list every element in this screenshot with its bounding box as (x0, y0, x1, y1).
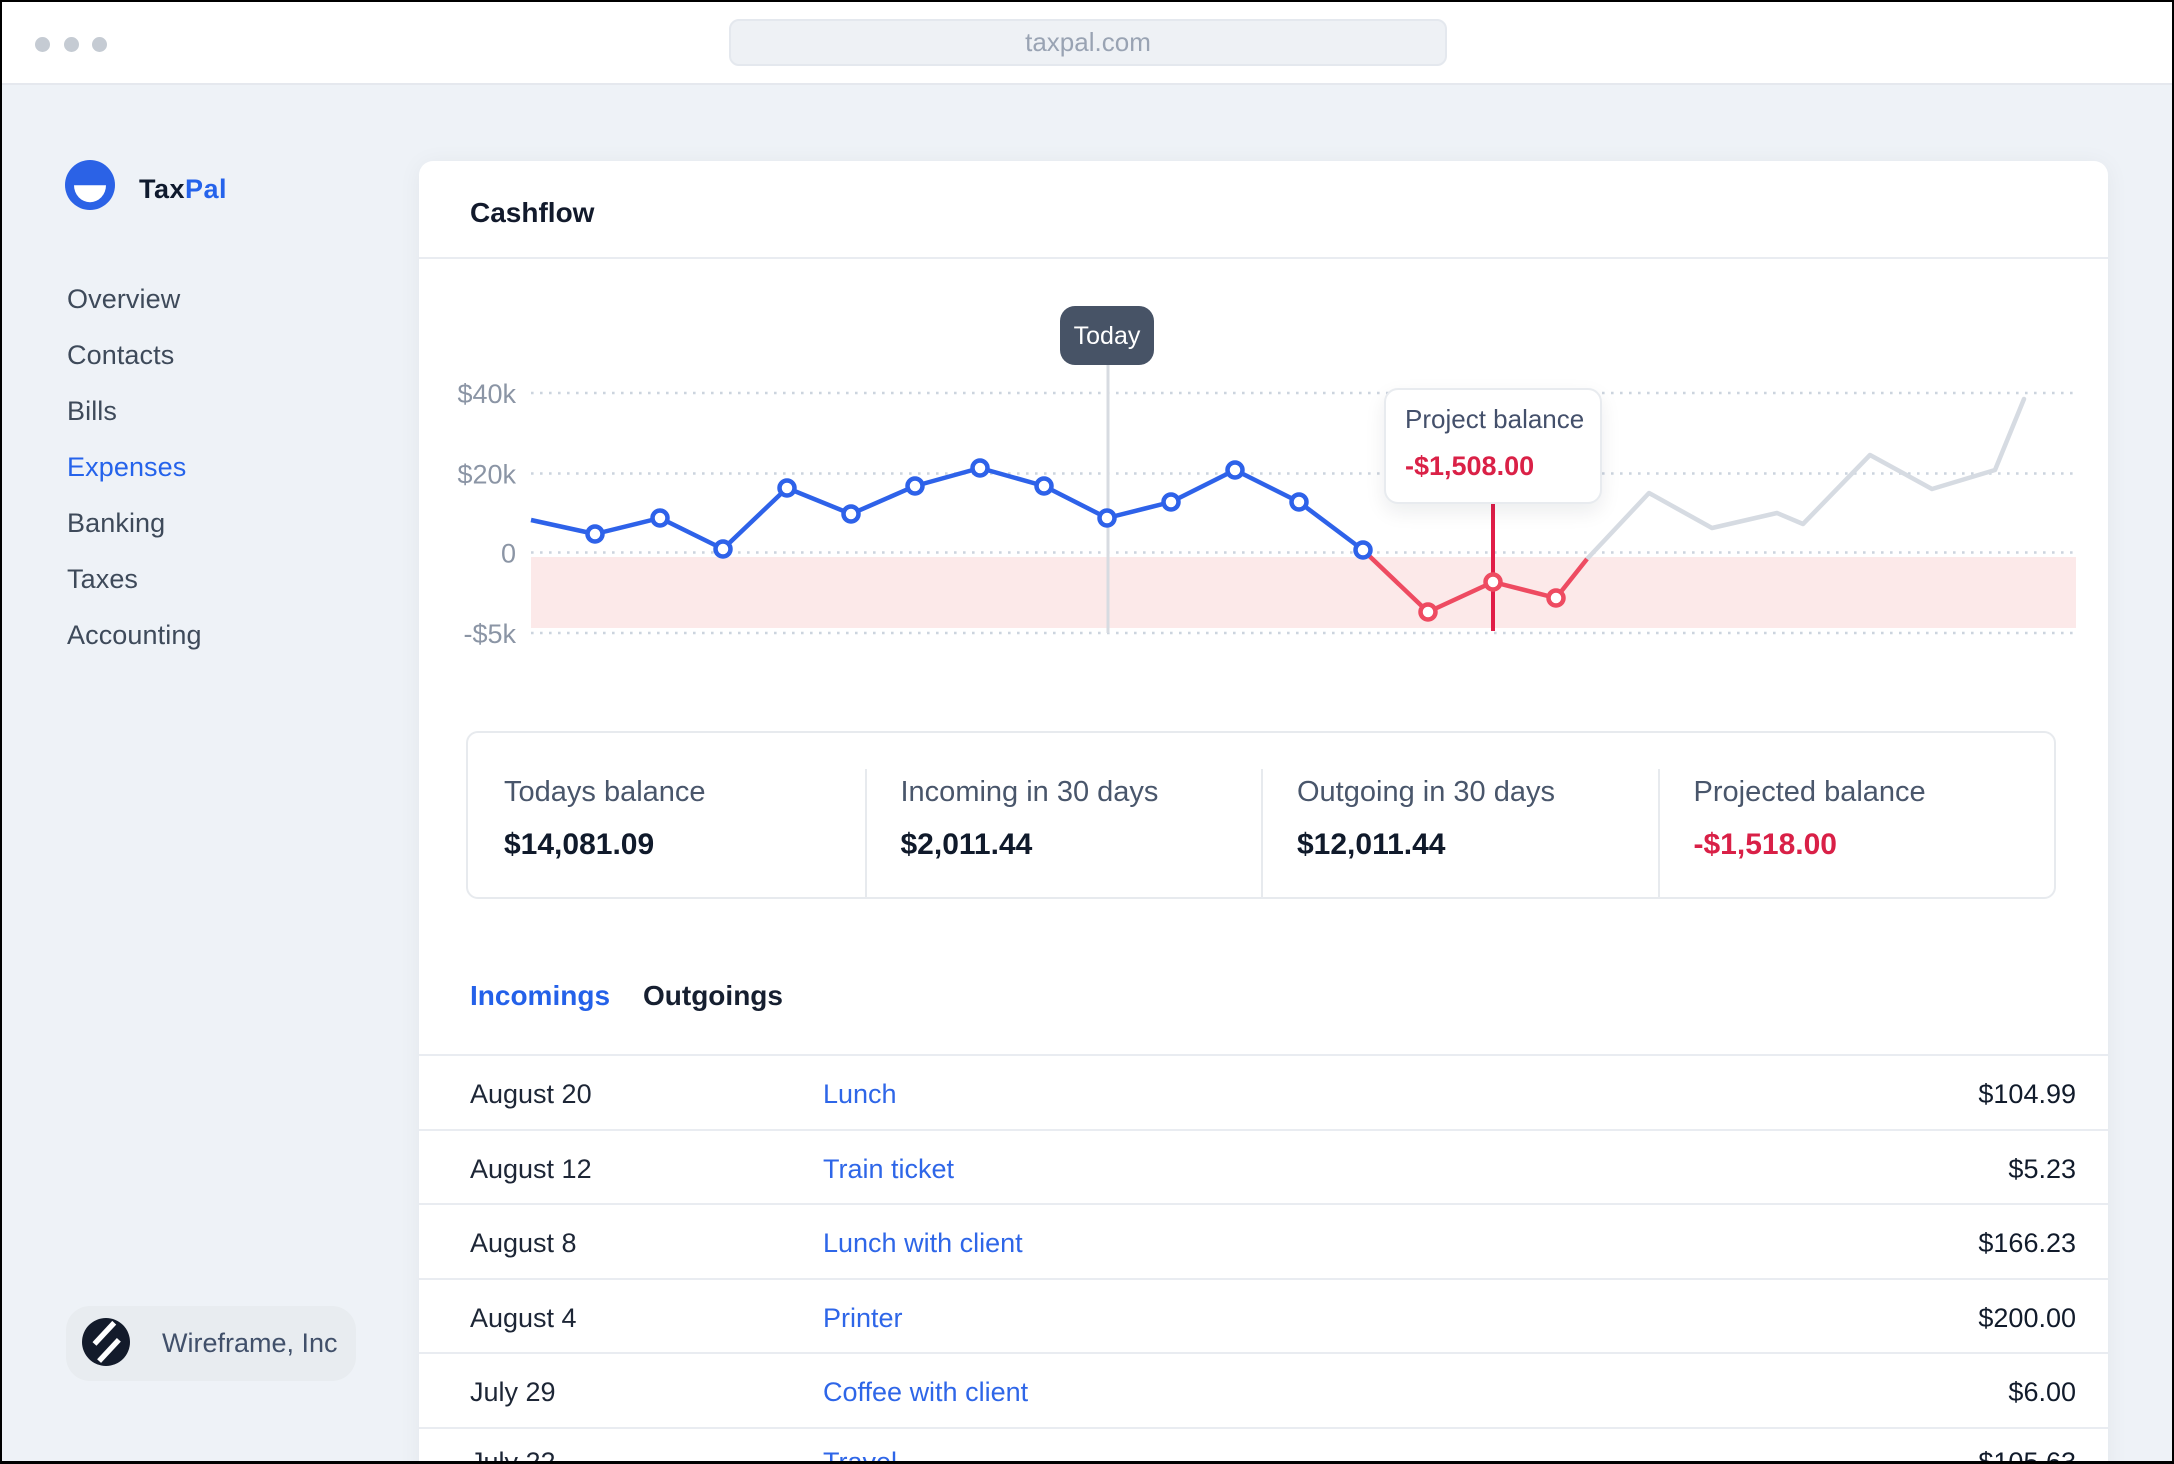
svg-text:$20k: $20k (457, 460, 516, 490)
svg-text:0: 0 (501, 539, 516, 569)
svg-text:Today: Today (1074, 322, 1141, 350)
svg-text:-$5k: -$5k (463, 619, 516, 649)
svg-text:$40k: $40k (457, 379, 516, 409)
